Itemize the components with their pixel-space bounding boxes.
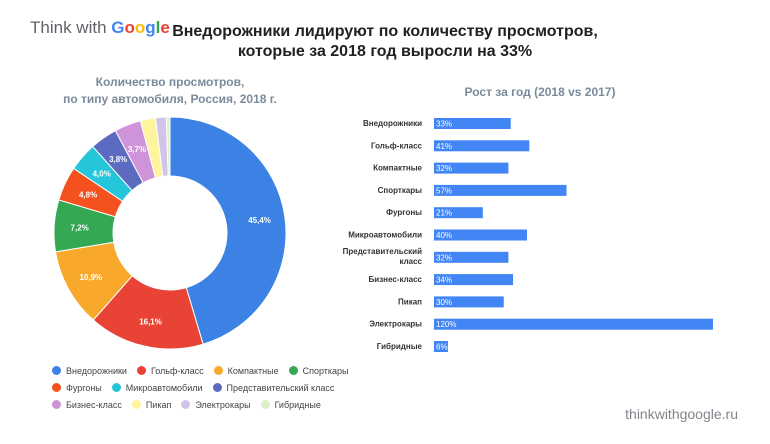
- bar-category-label: Представительский: [343, 247, 422, 256]
- bar-category-label: Электрокары: [369, 320, 422, 329]
- donut-chart: 45,4% 16,1% 10,9% 7,2% 4,8% 4,0% 3,8%3,7%: [53, 116, 287, 350]
- bar-category-label: Внедорожники: [363, 119, 422, 128]
- bar-category-label: Микроавтомобили: [348, 231, 422, 240]
- bar: [434, 229, 527, 241]
- bar: [434, 341, 448, 352]
- legend-row: Внедорожники Гольф-класс Компактные Спортка…: [52, 362, 372, 379]
- legend-item: Микроавтомобили: [111, 382, 203, 393]
- bar: [434, 118, 511, 129]
- legend-item: Гибридные: [260, 399, 321, 410]
- bar-value-label: 41%: [436, 142, 452, 151]
- legend-swatch: [52, 366, 61, 375]
- footer-url: thinkwithgoogle.ru: [625, 406, 738, 422]
- legend-label: Фургоны: [66, 382, 102, 393]
- legend-swatch: [288, 366, 298, 375]
- legend-row: Фургоны Микроавтомобили Представительский …: [52, 379, 372, 396]
- title-line-1: Внедорожники лидируют по количеству прос…: [172, 23, 598, 40]
- legend-label: Компактные: [227, 365, 279, 376]
- legend-item: Бизнес-класс: [52, 400, 122, 410]
- bar-value-label: 21%: [436, 209, 452, 218]
- legend-item: Компактные: [213, 365, 279, 376]
- bar: [434, 274, 514, 286]
- slice-label: 3,8%: [109, 155, 127, 164]
- bar: [434, 318, 713, 330]
- legend-item: Пикап: [131, 399, 172, 410]
- donut-title: Количество просмотров, по типу автомобиля…: [60, 74, 280, 108]
- bar: [434, 140, 530, 152]
- donut-title-line-2: по типу автомобиля, Россия, 2018 г.: [63, 92, 277, 106]
- google-wordmark: Google: [111, 18, 170, 37]
- legend-label: Пикап: [145, 399, 172, 410]
- legend-item: Спорткары: [288, 365, 349, 376]
- logo-text: Think with: [30, 18, 112, 37]
- bar: [434, 296, 504, 308]
- bar-chart: 33% Внедорожники 41% Гольф-класс 32% Компактн…: [343, 118, 713, 352]
- bar-value-label: 32%: [436, 253, 452, 262]
- legend-swatch: [111, 383, 121, 392]
- legend-swatch: [213, 366, 223, 375]
- bar-category-label: Пикап: [398, 297, 422, 306]
- title-line-2: которые за 2018 год выросли на 33%: [237, 43, 533, 60]
- legend-item: Гольф-класс: [136, 365, 204, 376]
- page-title: Внедорожники лидируют по количеству прос…: [150, 22, 620, 62]
- bar-title: Рост за год (2018 vs 2017): [464, 85, 616, 99]
- bar-value-label: 30%: [436, 298, 452, 307]
- legend-label: Спорткары: [302, 365, 349, 376]
- bar-value-label: 120%: [436, 320, 456, 329]
- legend-swatch: [260, 400, 270, 409]
- legend-item: Представительский класс: [212, 382, 335, 393]
- bar-value-label: 40%: [436, 231, 452, 240]
- donut-slice: [165, 116, 171, 177]
- legend-label: Электрокары: [195, 399, 251, 410]
- legend-item: Фургоны: [52, 383, 102, 393]
- think-with-google-logo: Think with Google: [30, 18, 170, 38]
- bar-category-label: Гольф-класс: [371, 141, 423, 150]
- slice-label: 45,4%: [248, 216, 271, 225]
- legend-label: Гибридные: [274, 399, 321, 410]
- bar-value-label: 6%: [436, 343, 448, 352]
- legend-label: Внедорожники: [66, 365, 127, 376]
- legend-swatch: [212, 383, 222, 392]
- bar-value-label: 34%: [436, 276, 452, 285]
- bar: [434, 184, 567, 196]
- bar: [434, 207, 483, 219]
- legend-label: Гольф-класс: [150, 365, 204, 376]
- legend-swatch: [181, 400, 191, 409]
- bar-category-label: Спорткары: [378, 186, 423, 195]
- legend-label: Микроавтомобили: [125, 382, 203, 393]
- bar-category-label: Компактные: [373, 164, 422, 173]
- legend-label: Бизнес-класс: [66, 399, 122, 410]
- legend-item: Электрокары: [181, 399, 251, 410]
- slice-label: 7,2%: [71, 223, 89, 232]
- bar: [434, 162, 509, 174]
- donut-slice: [169, 116, 287, 345]
- donut-legend: Внедорожники Гольф-класс Компактные Спортка…: [52, 362, 372, 413]
- legend-swatch: [52, 383, 61, 392]
- legend-swatch: [131, 400, 141, 409]
- bar: [434, 251, 509, 263]
- legend-row: Бизнес-класс Пикап Электрокары Гибридные: [52, 396, 372, 413]
- legend-item: Внедорожники: [52, 366, 127, 376]
- bar-category-label: класс: [399, 257, 422, 266]
- legend-swatch: [52, 400, 61, 409]
- bar-category-label: Фургоны: [386, 208, 422, 217]
- slice-label: 10,9%: [79, 273, 102, 282]
- bar-category-label: Бизнес-класс: [369, 275, 423, 284]
- bar-value-label: 33%: [436, 120, 452, 129]
- bar-category-label: Гибридные: [377, 342, 423, 351]
- slice-label: 3,7%: [128, 145, 146, 154]
- bar-value-label: 32%: [436, 164, 452, 173]
- legend-swatch: [136, 366, 146, 375]
- donut-title-line-1: Количество просмотров,: [95, 75, 245, 89]
- legend-label: Представительский класс: [226, 382, 335, 393]
- slice-label: 16,1%: [139, 317, 162, 326]
- slice-label: 4,8%: [79, 190, 97, 199]
- slice-label: 4,0%: [93, 170, 111, 179]
- bar-value-label: 57%: [436, 186, 452, 195]
